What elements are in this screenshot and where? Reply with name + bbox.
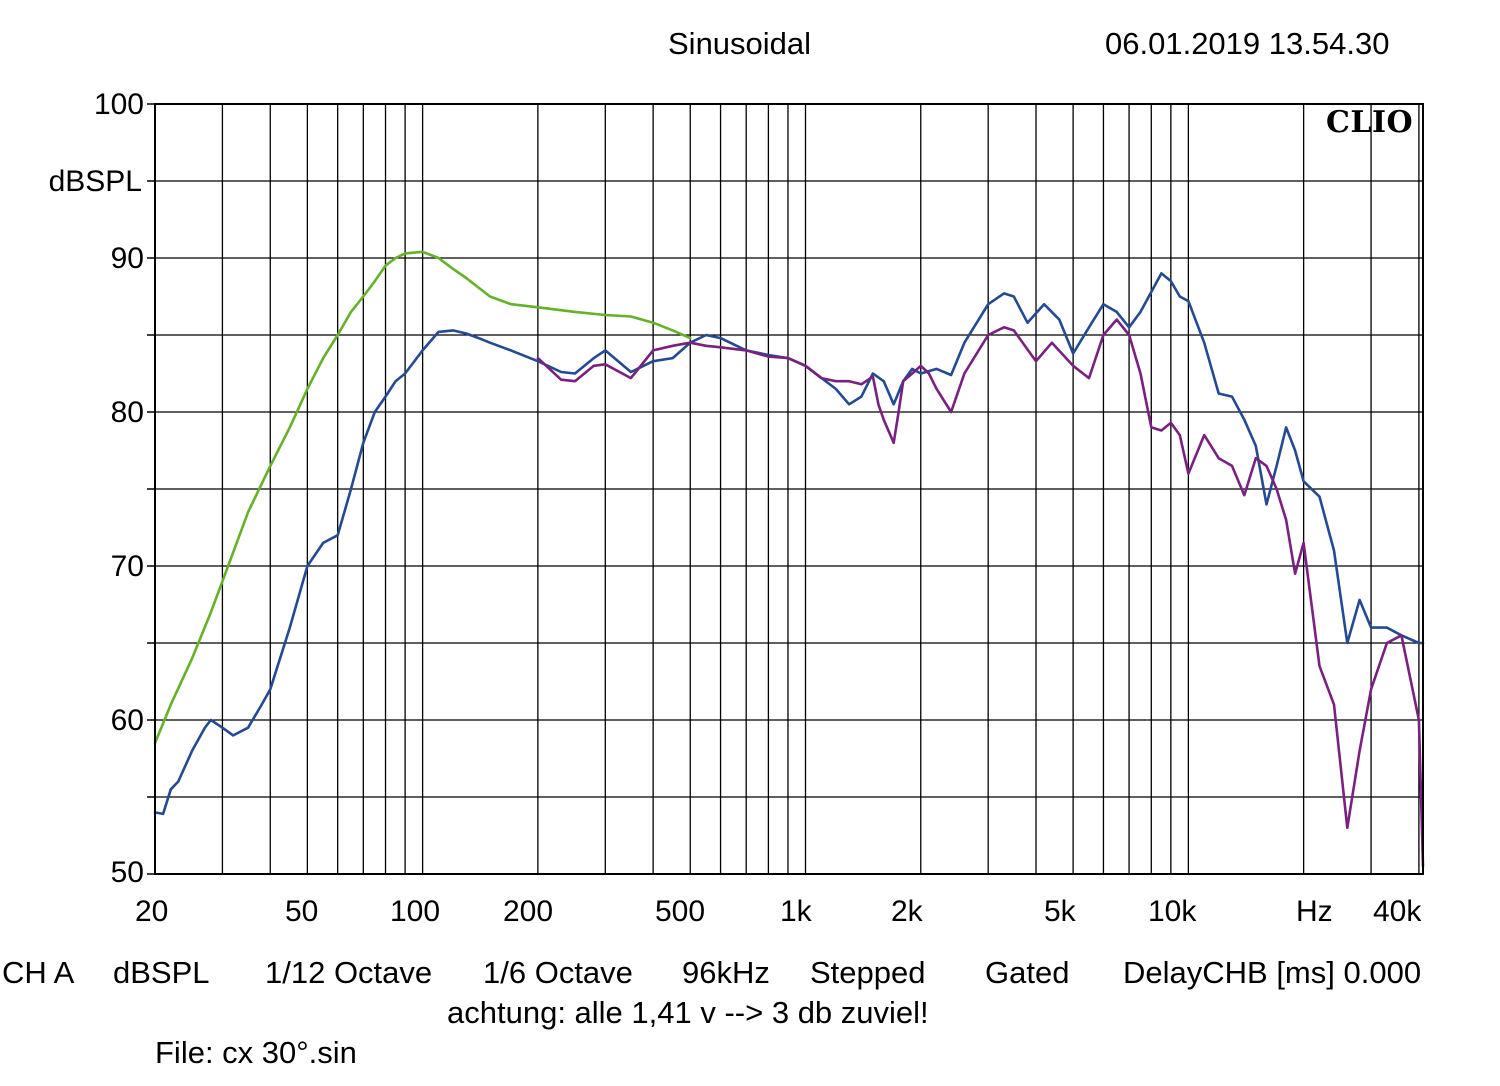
mode-label: Stepped xyxy=(810,955,926,990)
smoothing-label: 1/12 Octave xyxy=(265,955,433,990)
resolution-label: 1/6 Octave xyxy=(483,955,633,990)
series-line-purple xyxy=(536,318,1425,868)
sample-rate-label: 96kHz xyxy=(682,955,770,990)
y-tick-label: 80 xyxy=(110,396,144,429)
x-tick-label: 10k xyxy=(1148,895,1197,928)
gating-label: Gated xyxy=(985,955,1070,990)
series-line-blue xyxy=(153,272,1425,816)
note-text: achtung: alle 1,41 v --> 3 db zuviel! xyxy=(447,995,929,1030)
file-name: File: cx 30°.sin xyxy=(155,1035,357,1070)
y-tick-label: 50 xyxy=(110,856,144,889)
x-tick-label: 2k xyxy=(891,895,923,928)
x-tick-label: 500 xyxy=(655,895,706,928)
y-tick-label: 60 xyxy=(110,704,144,737)
y-tick-label: 100 xyxy=(93,88,144,121)
curves xyxy=(153,250,1425,868)
y-tick-label: 90 xyxy=(110,242,144,275)
chart-title: Sinusoidal xyxy=(668,26,812,61)
channel-label: CH A xyxy=(2,955,75,990)
x-tick-label: 200 xyxy=(503,895,554,928)
y-axis-unit: dBSPL xyxy=(48,165,142,198)
series-line-green xyxy=(153,250,692,745)
x-tick-label: 1k xyxy=(780,895,812,928)
x-tick-label: 20 xyxy=(135,895,169,928)
grid xyxy=(147,103,1423,875)
plot-frame xyxy=(154,103,1424,875)
x-tick-label: 40k xyxy=(1373,895,1422,928)
unit-label: dBSPL xyxy=(113,955,210,990)
x-axis-unit: Hz xyxy=(1296,895,1333,928)
clio-logo: CLIO xyxy=(1326,105,1414,140)
timestamp: 06.01.2019 13.54.30 xyxy=(1105,26,1390,61)
y-tick-label: 70 xyxy=(110,550,144,583)
x-tick-label: 50 xyxy=(285,895,319,928)
x-tick-label: 5k xyxy=(1044,895,1076,928)
delay-label: DelayCHB [ms] 0.000 xyxy=(1123,955,1422,990)
x-tick-label: 100 xyxy=(390,895,441,928)
